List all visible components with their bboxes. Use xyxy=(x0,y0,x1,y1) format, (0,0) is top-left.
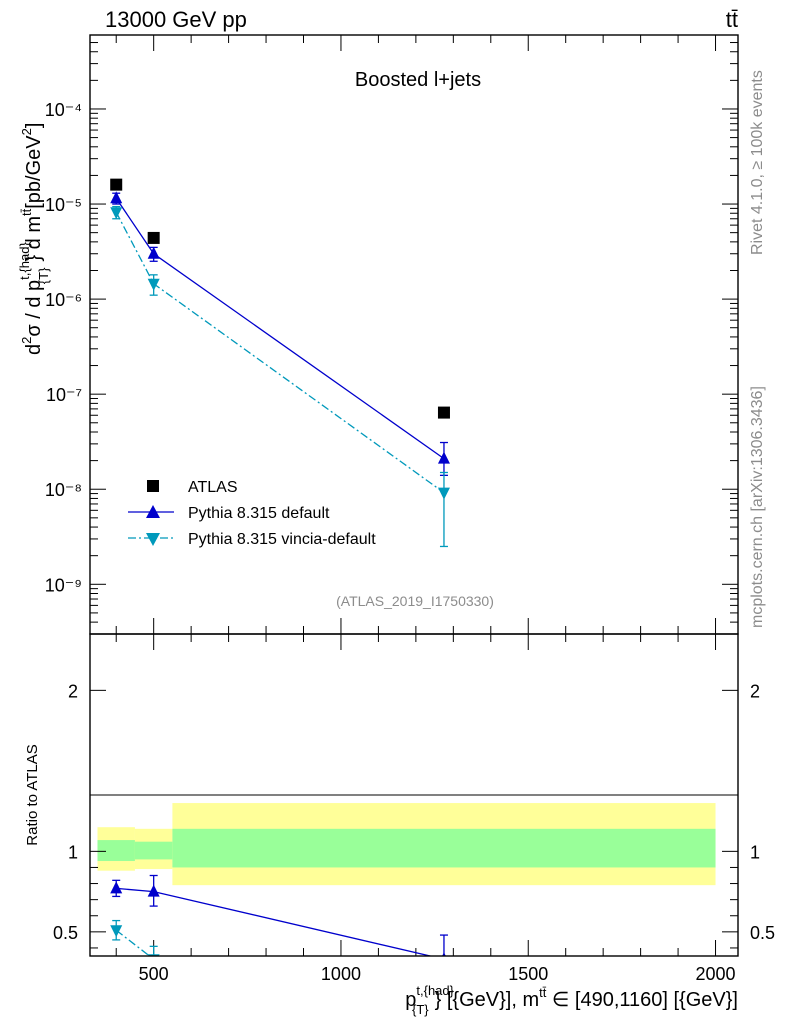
x-tick-label: 1000 xyxy=(321,964,361,984)
x-tick-label: 2000 xyxy=(696,964,736,984)
ratio-point xyxy=(147,884,160,897)
x-tick-label: 1500 xyxy=(508,964,548,984)
legend-label-default: Pythia 8.315 default xyxy=(188,505,330,522)
main-panel-ticks: 10⁻⁹ 10⁻⁸ 10⁻⁷ 10⁻⁶ 10⁻⁵ 10⁻⁴ xyxy=(45,35,738,635)
y-tick-label: 10⁻⁹ xyxy=(45,575,82,595)
ratio-y-tick-label: 0.5 xyxy=(53,923,78,943)
y-tick-label: 10⁻⁷ xyxy=(46,385,82,405)
data-point xyxy=(110,191,123,204)
series-line-1 xyxy=(115,197,445,460)
ratio-point xyxy=(110,881,123,894)
y-tick-label: 10⁻⁴ xyxy=(45,100,82,120)
series-line-2 xyxy=(115,211,445,494)
main-panel-lines xyxy=(115,197,445,494)
ratio-y-tick-label-right: 2 xyxy=(750,681,760,701)
ratio-y-tick-label-right: 0.5 xyxy=(750,923,775,943)
x-axis-label: pt,{had} {T}} [{GeV}], mtt̄ ∈ [490,1160] … xyxy=(405,983,738,1017)
y-tick-label: 10⁻⁵ xyxy=(45,195,82,215)
rivet-version-label: Rivet 4.1.0, ≥ 100k events xyxy=(749,70,766,255)
legend-marker-vincia xyxy=(146,533,160,546)
legend: ATLAS Pythia 8.315 default Pythia 8.315 … xyxy=(128,479,376,548)
legend-label-vincia: Pythia 8.315 vincia-default xyxy=(188,531,376,548)
data-point xyxy=(437,406,450,419)
main-panel-points xyxy=(110,178,450,548)
ratio-y-tick-label: 2 xyxy=(68,681,78,701)
legend-label-atlas: ATLAS xyxy=(188,479,238,496)
y-tick-label: 10⁻⁶ xyxy=(45,290,82,310)
ratio-uncertainty-bands xyxy=(97,803,716,886)
ratio-y-tick-label: 1 xyxy=(68,842,78,862)
data-point xyxy=(147,231,160,244)
chart-title: Boosted l+jets xyxy=(355,69,481,91)
legend-marker-default xyxy=(146,505,160,518)
ratio-point xyxy=(442,952,446,956)
process-label: tt̄ xyxy=(726,7,738,32)
analysis-watermark: (ATLAS_2019_I1750330) xyxy=(336,593,494,609)
data-point xyxy=(110,207,123,220)
ratio-panel-ticks: 0.5 0.5 1 1 2 2 500 1000 1500 2000 xyxy=(53,634,775,984)
mcplots-label: mcplots.cern.ch [arXiv:1306.3436] xyxy=(749,386,766,628)
ratio-panel-points xyxy=(110,874,448,956)
legend-marker-atlas xyxy=(147,480,159,492)
y-tick-label: 10⁻⁸ xyxy=(45,480,82,500)
main-y-axis-label: d2σ / d pt,{had} {T}} d mtt̄[pb/GeV2] xyxy=(17,123,51,355)
ratio-point xyxy=(110,925,123,938)
inner-band xyxy=(172,828,716,868)
energy-label: 13000 GeV pp xyxy=(105,7,247,32)
data-point xyxy=(147,246,160,259)
data-point xyxy=(110,178,123,191)
data-point xyxy=(147,278,160,291)
inner-band xyxy=(97,840,135,862)
x-tick-label: 500 xyxy=(139,964,169,984)
ratio-y-tick-label-right: 1 xyxy=(750,842,760,862)
ratio-line-0 xyxy=(116,887,434,956)
ratio-y-axis-label: Ratio to ATLAS xyxy=(24,744,41,845)
data-point xyxy=(437,451,450,464)
inner-band xyxy=(134,841,173,860)
ratio-panel-frame xyxy=(89,633,739,957)
data-point xyxy=(437,487,450,500)
